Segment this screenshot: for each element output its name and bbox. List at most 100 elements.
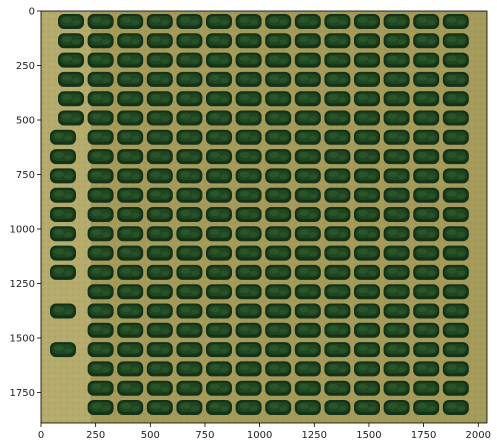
plant-plot bbox=[442, 110, 469, 126]
plant-plot bbox=[383, 33, 410, 49]
plant-plot bbox=[235, 33, 262, 49]
plant-plot bbox=[235, 284, 262, 300]
plant-plot bbox=[442, 149, 469, 165]
plant-plot bbox=[413, 52, 440, 68]
plant-plot bbox=[146, 245, 173, 261]
plant-plot bbox=[324, 361, 351, 377]
y-tick-label: 0 bbox=[29, 7, 35, 18]
plant-plot bbox=[442, 264, 469, 280]
plant-plot bbox=[413, 33, 440, 49]
plant-plot bbox=[383, 71, 410, 87]
plant-plot bbox=[442, 14, 469, 29]
plant-plot bbox=[50, 264, 76, 280]
plant-plot bbox=[50, 187, 76, 203]
plant-plot bbox=[87, 71, 114, 87]
x-tick-label: 250 bbox=[86, 430, 105, 441]
plant-plot bbox=[413, 400, 440, 415]
plant-plot bbox=[146, 380, 173, 396]
plant-plot bbox=[294, 168, 321, 184]
y-tick-label: 500 bbox=[16, 115, 35, 126]
plant-plot bbox=[265, 380, 292, 396]
plant-plot bbox=[413, 168, 440, 184]
x-tick-label: 1250 bbox=[302, 430, 327, 441]
plant-plot bbox=[117, 342, 144, 358]
plant-plot bbox=[87, 33, 114, 49]
plant-plot bbox=[294, 149, 321, 165]
plant-plot bbox=[294, 110, 321, 126]
plant-plot bbox=[265, 322, 292, 338]
plant-plot bbox=[176, 361, 203, 377]
plant-plot bbox=[58, 52, 84, 68]
plant-plot bbox=[442, 303, 469, 319]
plant-plot bbox=[87, 322, 114, 338]
plant-plot bbox=[206, 284, 232, 300]
plant-plot bbox=[206, 71, 232, 87]
plant-plot bbox=[235, 71, 262, 87]
plant-plot bbox=[235, 110, 262, 126]
plant-plot bbox=[87, 226, 114, 242]
plant-plot bbox=[176, 322, 203, 338]
plant-plot bbox=[265, 342, 292, 358]
plant-plot bbox=[206, 187, 232, 203]
plant-plot bbox=[413, 303, 440, 319]
plant-plot bbox=[442, 207, 469, 222]
plant-plot bbox=[176, 264, 203, 280]
plant-plot bbox=[87, 52, 114, 68]
plant-plot bbox=[176, 168, 203, 184]
plant-plot bbox=[383, 322, 410, 338]
x-tick-label: 1500 bbox=[356, 430, 381, 441]
plant-plot bbox=[442, 52, 469, 68]
x-tick-label: 1750 bbox=[411, 430, 436, 441]
plant-plot bbox=[206, 380, 232, 396]
plant-plot bbox=[294, 14, 321, 29]
plant-plot bbox=[354, 264, 380, 280]
plant-plot bbox=[324, 110, 351, 126]
plant-plot bbox=[265, 245, 292, 261]
plant-plot bbox=[146, 342, 173, 358]
plant-plot bbox=[50, 303, 76, 319]
plant-plot bbox=[146, 187, 173, 203]
plant-plot bbox=[294, 207, 321, 222]
plant-plot bbox=[354, 33, 380, 49]
plant-plot bbox=[383, 168, 410, 184]
plant-plot bbox=[442, 342, 469, 358]
plant-plot bbox=[87, 207, 114, 222]
plant-plot bbox=[146, 226, 173, 242]
plant-plot bbox=[383, 380, 410, 396]
soil-texture bbox=[41, 11, 487, 423]
plant-plot bbox=[176, 226, 203, 242]
plant-plot bbox=[235, 245, 262, 261]
plant-plot bbox=[146, 207, 173, 222]
plant-plot bbox=[265, 168, 292, 184]
plant-plot bbox=[294, 264, 321, 280]
plant-plot bbox=[87, 361, 114, 377]
plant-plot bbox=[324, 52, 351, 68]
plant-plot bbox=[87, 129, 114, 145]
plant-plot bbox=[146, 71, 173, 87]
plant-plot bbox=[206, 91, 232, 107]
plant-plot bbox=[206, 264, 232, 280]
plant-plot bbox=[235, 168, 262, 184]
y-tick-label: 750 bbox=[16, 170, 35, 181]
axes: 0 250 500 750 1000 1250 1500 1750 2000 0 250 500 75… bbox=[10, 7, 491, 442]
plant-plot bbox=[117, 284, 144, 300]
plant-plot bbox=[206, 303, 232, 319]
plant-plot bbox=[235, 264, 262, 280]
plant-plot bbox=[117, 91, 144, 107]
plant-plot bbox=[354, 342, 380, 358]
plant-plot bbox=[413, 207, 440, 222]
plant-plot bbox=[383, 245, 410, 261]
plant-plot bbox=[235, 149, 262, 165]
plant-plot bbox=[442, 33, 469, 49]
plant-plot bbox=[146, 14, 173, 29]
x-tick-label: 1000 bbox=[247, 430, 272, 441]
plant-plot bbox=[206, 400, 232, 415]
plant-plot bbox=[117, 149, 144, 165]
plant-plot bbox=[117, 400, 144, 415]
plant-plot bbox=[442, 245, 469, 261]
plant-plot bbox=[383, 361, 410, 377]
plant-plot bbox=[146, 110, 173, 126]
plant-plot bbox=[117, 322, 144, 338]
plant-plot bbox=[324, 342, 351, 358]
plant-plot bbox=[146, 168, 173, 184]
